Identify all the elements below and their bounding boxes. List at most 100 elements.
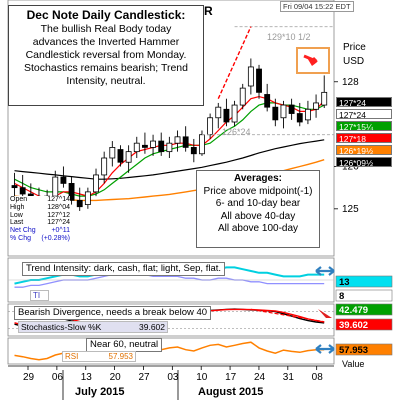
candle-body bbox=[84, 191, 91, 205]
price-value-label: 127*24 bbox=[336, 97, 392, 108]
candle-body bbox=[133, 142, 140, 153]
ti-value-1: 13 bbox=[339, 277, 350, 288]
price-value-label: 126*19½ bbox=[336, 145, 392, 156]
ti-double-arrow-icon-path bbox=[315, 266, 335, 276]
averages-note-line: 6- and 10-day bear bbox=[215, 198, 301, 209]
main-note-line: Candlestick reversal from Monday. bbox=[25, 49, 187, 61]
month-label: August 2015 bbox=[198, 386, 263, 398]
candle-body bbox=[125, 151, 132, 163]
candle-body bbox=[272, 106, 279, 121]
rsi-value-title: Value bbox=[342, 359, 364, 369]
ohlc-row: Last 127^24 bbox=[10, 219, 70, 227]
stoch-value-2-box bbox=[335, 318, 393, 331]
candle-body bbox=[150, 140, 156, 148]
x-tick-label: 06 bbox=[52, 372, 64, 383]
ti-value-2-box bbox=[335, 289, 393, 302]
rsi-label: Near 60, neutral bbox=[86, 338, 163, 352]
rsi-value: 57.953 bbox=[339, 345, 368, 356]
ohlc-panel: Open 127^14 High 128^04 Low 127^12 Last 127^… bbox=[10, 196, 70, 243]
ohlc-row: High 128^04 bbox=[10, 203, 70, 211]
candle-body bbox=[264, 94, 271, 108]
stoch-value-1: 42.479 bbox=[339, 305, 368, 316]
candle-body bbox=[93, 174, 99, 193]
ohlc-row: % Chg (+0.28%) bbox=[10, 234, 70, 242]
x-tick-label: 10 bbox=[196, 372, 208, 383]
candle-body bbox=[223, 108, 230, 123]
price-tick-label: 125 bbox=[342, 204, 359, 215]
candle-body bbox=[52, 176, 59, 197]
ti-value-1-box bbox=[335, 275, 393, 288]
price-value-label: 127*15¼ bbox=[336, 121, 392, 132]
candle-body bbox=[256, 68, 262, 93]
main-note-line: advances the Inverted Hammer bbox=[32, 36, 180, 48]
candle-body bbox=[19, 187, 26, 195]
averages-note-title: Averages: bbox=[234, 173, 282, 184]
candle-body bbox=[190, 147, 197, 155]
x-tick-label: 08 bbox=[312, 372, 324, 383]
month-label: July 2015 bbox=[75, 386, 125, 398]
candle-body bbox=[117, 149, 124, 163]
down-arrow-icon bbox=[303, 54, 318, 66]
ti-double-arrow-icon bbox=[315, 266, 335, 276]
candle-body bbox=[321, 91, 328, 106]
stoch-value-2: 39.602 bbox=[339, 320, 368, 331]
x-tick-label: 13 bbox=[81, 372, 93, 383]
ohlc-row: Open 127^14 bbox=[10, 196, 70, 203]
stoch-value-1-box bbox=[335, 303, 393, 316]
rsi-legend: RSI 57.953 bbox=[62, 351, 136, 362]
averages-note-box: Averages: Price above midpoint(-1) 6- an… bbox=[196, 170, 320, 248]
x-tick-label: 03 bbox=[167, 372, 179, 383]
x-tick-label: 20 bbox=[110, 372, 122, 383]
ma40-line bbox=[14, 139, 325, 180]
candle-body bbox=[68, 183, 75, 201]
stochastics-legend: Stochastics-Slow %K 39.602 bbox=[18, 321, 168, 333]
candle-body bbox=[239, 87, 246, 106]
rsi-value-box bbox=[335, 343, 393, 356]
divergence-line bbox=[250, 308, 325, 323]
candle-body bbox=[280, 104, 287, 119]
averages-note-line: All above 40-day bbox=[220, 210, 296, 222]
candle-body bbox=[60, 176, 67, 184]
candle-body bbox=[101, 157, 108, 176]
ti-legend: TI bbox=[30, 290, 50, 301]
lower-level-label: 126*24 bbox=[222, 127, 251, 137]
title-fragment: R bbox=[204, 4, 213, 18]
candle-body bbox=[11, 185, 18, 189]
stoch-down-arrow-icon bbox=[318, 309, 332, 318]
price-value-label: 126*09½ bbox=[336, 157, 392, 168]
rsi-double-arrow-icon bbox=[315, 344, 335, 354]
trend-intensity-label: Trend Intensity: dark, cash, flat; light… bbox=[22, 262, 226, 276]
price-value-label: 127*24 bbox=[336, 109, 392, 120]
candle-body bbox=[247, 66, 254, 87]
candle-body bbox=[76, 199, 83, 208]
price-tick-label: 128 bbox=[342, 77, 359, 88]
candle-body bbox=[313, 102, 319, 110]
candle-body bbox=[304, 108, 311, 121]
x-tick-label: 29 bbox=[23, 372, 35, 383]
main-note-line: The bullish Real Body today bbox=[40, 23, 172, 35]
rsi-double-arrow-icon-path bbox=[315, 344, 335, 354]
highlight-box bbox=[296, 47, 330, 74]
candle-body bbox=[158, 140, 165, 153]
trend-line bbox=[217, 26, 252, 99]
candle-body bbox=[288, 104, 295, 114]
candle-body bbox=[174, 136, 181, 144]
main-note-line: Intensity, neutral. bbox=[66, 75, 146, 87]
main-note-title: Dec Note Daily Candlestick: bbox=[26, 8, 186, 22]
axis-title-price: Price bbox=[343, 42, 366, 53]
main-note-box: Dec Note Daily Candlestick: The bullish … bbox=[8, 5, 204, 106]
ohlc-row: Low 127^12 bbox=[10, 211, 70, 219]
averages-note-line: All above 100-day bbox=[217, 223, 299, 234]
candle-body bbox=[166, 142, 173, 153]
candle-body bbox=[141, 144, 148, 148]
averages-note-line: Price above midpoint(-1) bbox=[203, 185, 313, 197]
candle-body bbox=[215, 106, 222, 119]
candle-body bbox=[182, 136, 189, 148]
candle-body bbox=[296, 113, 303, 123]
candle-body bbox=[231, 104, 238, 123]
x-tick-label: 24 bbox=[254, 372, 266, 383]
price-value-label: 127*18 bbox=[336, 133, 392, 144]
candle-body bbox=[207, 117, 214, 136]
axis-title-usd: USD bbox=[343, 56, 365, 67]
candle-body bbox=[199, 134, 205, 155]
